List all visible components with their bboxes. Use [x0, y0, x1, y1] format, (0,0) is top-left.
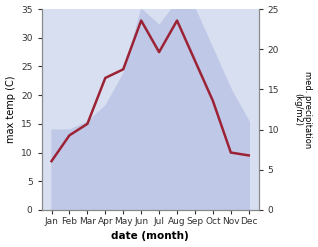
X-axis label: date (month): date (month): [111, 231, 189, 242]
Y-axis label: max temp (C): max temp (C): [5, 76, 16, 143]
Y-axis label: med. precipitation
(kg/m2): med. precipitation (kg/m2): [293, 71, 313, 148]
